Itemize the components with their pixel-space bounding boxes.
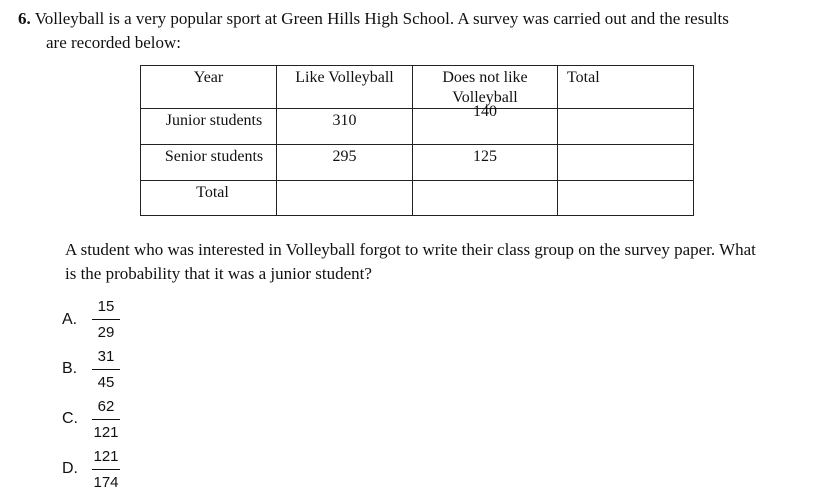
fraction-bar [92, 319, 120, 320]
header-year: Year [140, 65, 277, 109]
header-dislike-line-2: Volleyball [452, 89, 518, 106]
fraction-bar [92, 369, 120, 370]
prompt-text-1: A student who was interested in Volleyba… [65, 240, 756, 259]
option-c-numerator: 62 [97, 398, 115, 415]
option-d-numerator: 121 [93, 448, 119, 465]
cell-senior-total [557, 144, 694, 181]
option-d-denominator: 174 [93, 474, 119, 491]
cell-junior-like: 310 [276, 108, 413, 145]
option-a-numerator: 15 [97, 298, 115, 315]
option-d-fraction: 121 174 [90, 448, 122, 492]
option-a-letter: A. [62, 311, 78, 328]
option-b-denominator: 45 [97, 374, 115, 391]
cell-senior-dislike: 125 [412, 144, 558, 181]
survey-table: Year Like Volleyball Does not like Volle… [140, 65, 694, 216]
cell-total-dislike [412, 180, 558, 216]
option-a-fraction: 15 29 [90, 298, 122, 342]
option-b-letter: B. [62, 360, 78, 377]
option-b-numerator: 31 [97, 348, 115, 365]
table-header-row: Year Like Volleyball Does not like Volle… [140, 65, 694, 109]
header-dislike-line-1: Does not like [442, 69, 528, 86]
question-line-1: 6. Volleyball is a very popular sport at… [18, 8, 729, 30]
option-d-letter: D. [62, 460, 78, 477]
fraction-bar [92, 469, 120, 470]
question-text-1: Volleyball is a very popular sport at Gr… [34, 9, 729, 28]
option-c-fraction: 62 121 [90, 398, 122, 442]
prompt-text-2: is the probability that it was a junior … [65, 264, 372, 283]
option-a-denominator: 29 [97, 324, 115, 341]
option-c-letter: C. [62, 410, 78, 427]
cell-senior-like: 295 [276, 144, 413, 181]
fraction-bar [92, 419, 120, 420]
option-b-fraction: 31 45 [90, 348, 122, 392]
row-label-senior: Senior students [140, 144, 277, 181]
cell-junior-total [557, 108, 694, 145]
table-row: Total [140, 180, 694, 216]
option-c-denominator: 121 [93, 424, 119, 441]
question-number: 6. [18, 9, 31, 28]
cell-junior-dislike: 140 [412, 103, 558, 145]
row-label-total: Total [140, 180, 277, 216]
table-row: Senior students 295 125 [140, 144, 694, 181]
header-total: Total [557, 65, 694, 109]
cell-total-like [276, 180, 413, 216]
question-text-2: are recorded below: [46, 33, 181, 52]
header-like: Like Volleyball [276, 65, 413, 109]
row-label-junior: Junior students [140, 108, 277, 145]
cell-total-total [557, 180, 694, 216]
table-row: Junior students 310 140 [140, 103, 694, 145]
